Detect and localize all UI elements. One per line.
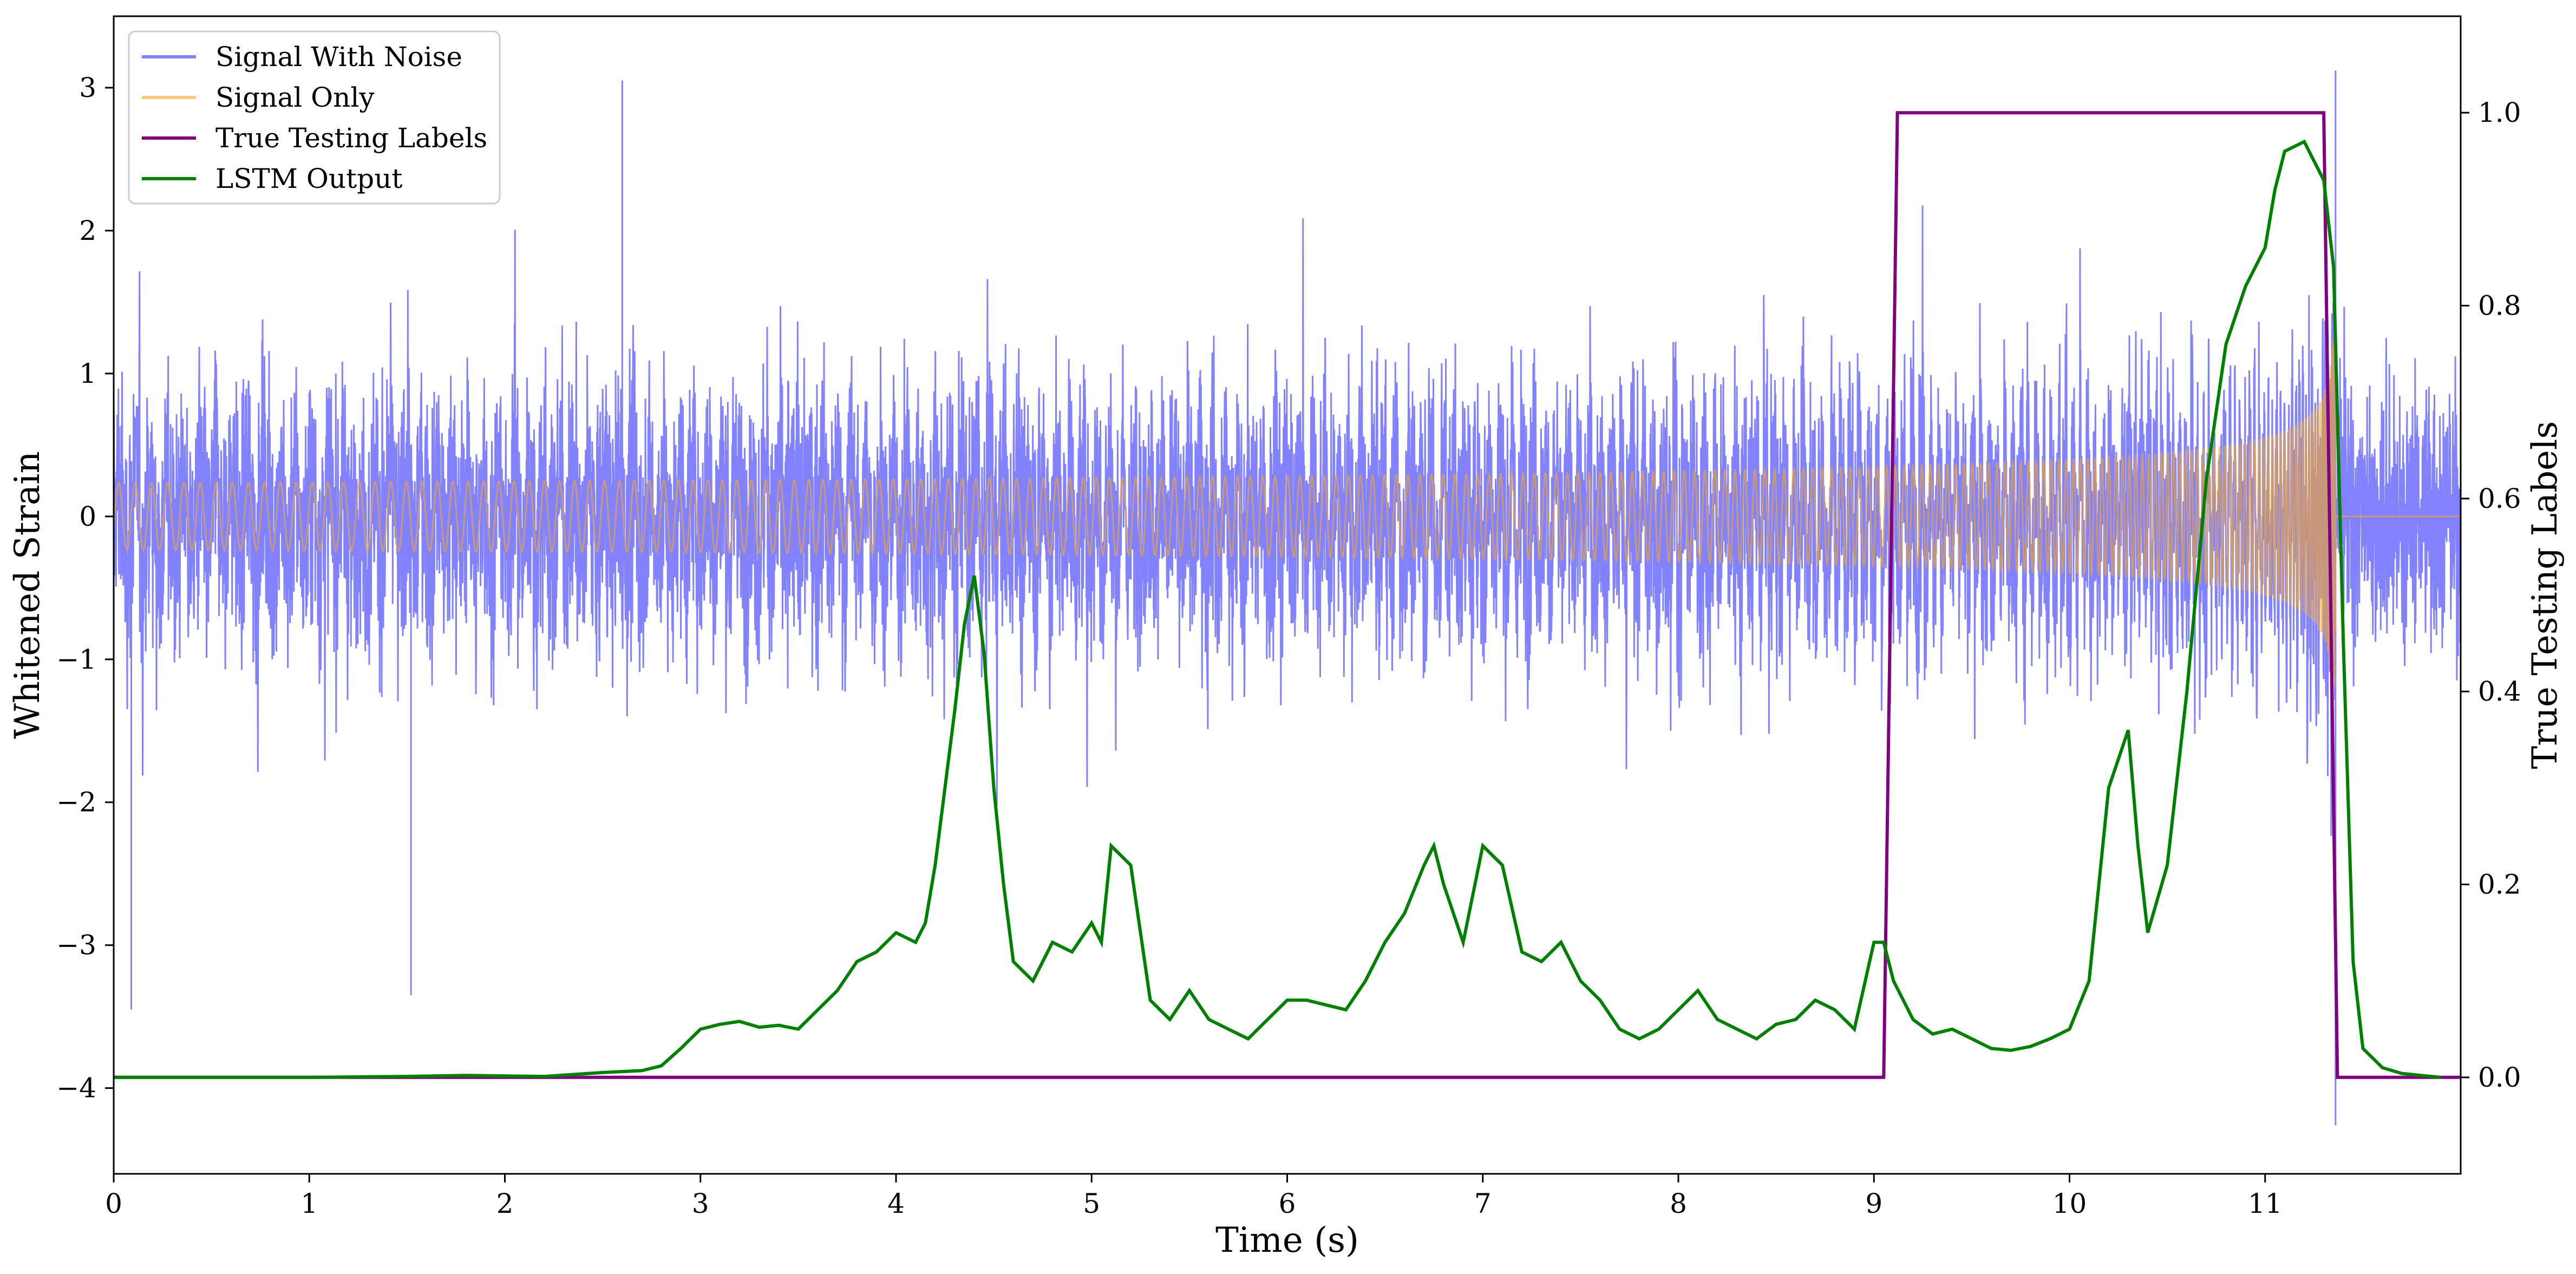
y-left-tick-label: −3 bbox=[56, 930, 96, 961]
x-tick-label: 2 bbox=[496, 1188, 514, 1219]
y-left-axis-label: Whitened Strain bbox=[8, 451, 48, 739]
x-tick-label: 5 bbox=[1083, 1188, 1100, 1219]
y-right-tick-label: 1.0 bbox=[2478, 97, 2521, 128]
y-left-tick-label: 1 bbox=[79, 358, 96, 389]
y-right-tick-label: 0.6 bbox=[2478, 483, 2521, 514]
y-right-tick-label: 0.4 bbox=[2478, 676, 2521, 707]
y-right-tick-label: 0.2 bbox=[2478, 869, 2521, 900]
y-right-tick-label: 0.8 bbox=[2478, 290, 2521, 322]
legend-label: Signal Only bbox=[215, 82, 375, 113]
x-tick-label: 9 bbox=[1865, 1188, 1882, 1219]
y-left-tick-label: −1 bbox=[56, 644, 96, 675]
axes-layer: 0 1 2 3 4 5 6 7 8 9 10 11 −4 −3 −2 −1 0 1 2 3 0.0 0.2 0.4 0.6 0.… bbox=[8, 15, 2565, 1260]
legend-label: Signal With Noise bbox=[215, 41, 462, 73]
legend-box bbox=[128, 30, 501, 205]
x-tick-label: 10 bbox=[2052, 1188, 2087, 1219]
series-true-testing-labels bbox=[114, 111, 2461, 1079]
legend: Signal With Noise Signal Only True Testing… bbox=[128, 30, 501, 205]
x-axis-label: Time (s) bbox=[1215, 1220, 1359, 1260]
legend-label: LSTM Output bbox=[215, 163, 402, 194]
y-left-tick-label: 3 bbox=[79, 72, 96, 103]
y-right-tick-label: 0.0 bbox=[2478, 1062, 2521, 1093]
legend-label: True Testing Labels bbox=[215, 122, 487, 154]
y-left-tick-label: −4 bbox=[56, 1073, 96, 1104]
x-tick-label: 4 bbox=[887, 1188, 905, 1219]
y-right-axis-label: True Testing Labels bbox=[2525, 421, 2565, 769]
y-left-tick-label: 0 bbox=[79, 501, 96, 532]
series-signal-with-noise bbox=[114, 70, 2461, 1126]
y-left-tick-label: 2 bbox=[79, 215, 96, 246]
x-tick-label: 11 bbox=[2248, 1188, 2283, 1219]
x-tick-label: 8 bbox=[1670, 1188, 1687, 1219]
x-tick-label: 1 bbox=[300, 1188, 318, 1219]
x-tick-label: 6 bbox=[1279, 1188, 1296, 1219]
y-left-tick-label: −2 bbox=[56, 787, 96, 818]
series-lstm-output bbox=[114, 139, 2442, 1079]
series-layer bbox=[114, 70, 2461, 1126]
series-signal-only bbox=[114, 331, 2461, 688]
x-tick-label: 7 bbox=[1474, 1188, 1492, 1219]
x-tick-label: 3 bbox=[692, 1188, 709, 1219]
x-tick-label: 0 bbox=[105, 1188, 122, 1219]
